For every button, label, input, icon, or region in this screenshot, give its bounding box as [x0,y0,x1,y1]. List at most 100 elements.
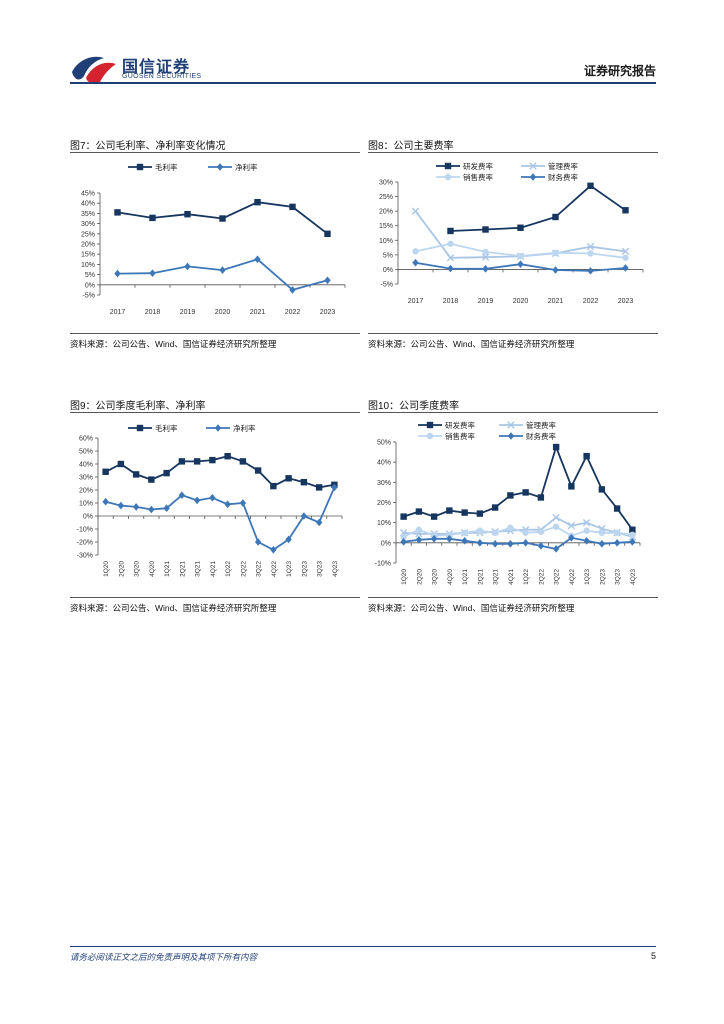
legend-label: 销售费率 [463,172,493,182]
y-tick-label: 10% [81,262,95,269]
y-tick-label: 15% [379,223,393,230]
y-tick-label: 20% [81,242,95,249]
data-point [415,526,423,533]
data-point [517,260,524,268]
x-tick-label: 4Q20 [447,569,454,585]
legend-item: 财务费率 [521,172,578,182]
y-tick-label: 0% [83,514,93,521]
figure-8-title-rule [368,152,658,153]
legend-marker [529,162,537,170]
series-line [105,455,335,489]
footer-disclaimer: 请务必阅读正文之后的免责声明及其项下所有内容 [70,952,258,962]
data-point [552,513,560,522]
x-tick-label: 2018 [443,298,459,305]
x-tick-label: 1Q20 [103,561,110,577]
x-tick-label: 2Q21 [179,561,186,577]
legend-marker [444,162,452,170]
figure-10-title: 图10：公司季度费率 [368,401,460,412]
y-tick-label: 45% [81,191,95,198]
data-point [491,504,499,511]
x-tick-label: 3Q20 [432,569,439,585]
y-tick-label: 5% [85,272,95,279]
data-point [613,539,621,547]
data-point [254,538,262,546]
legend-label: 净利率 [235,162,258,172]
series-line [450,184,627,232]
x-tick-label: 2021 [548,298,564,305]
data-point [184,262,191,271]
data-point [598,529,606,536]
x-tick-label: 2022 [583,298,599,305]
report-type-label: 证券研究报告 [583,64,656,78]
data-point [102,497,109,506]
data-point [400,538,407,546]
series-1 [114,255,331,294]
series-line [403,516,633,538]
y-tick-label: 35% [81,211,95,218]
x-tick-label: 1Q21 [462,569,469,585]
x-tick-label: 4Q21 [210,561,217,577]
data-point [522,489,529,496]
data-point [613,505,621,512]
data-point [209,494,216,502]
data-point [613,529,621,536]
y-tick-label: 50% [377,440,391,447]
x-tick-label: 1Q22 [523,569,530,585]
data-point [412,258,419,267]
legend-label: 财务费率 [526,431,556,441]
y-tick-label: -20% [77,540,93,547]
data-point [476,510,484,517]
figure-10-title-rule [368,412,658,413]
data-point [507,540,514,548]
y-tick-label: 40% [81,201,95,208]
series-0 [400,443,636,533]
figure-9-title: 图9：公司季度毛利率、净利率 [70,401,206,412]
data-point [148,476,155,483]
data-point [415,508,423,515]
figure-9-title-rule [70,412,360,413]
y-tick-label: -30% [77,553,93,560]
legend-marker [426,421,434,429]
data-point [446,531,453,538]
y-tick-label: 40% [79,462,93,469]
data-point [178,458,186,465]
data-point [622,264,629,272]
data-point [163,469,170,477]
figure-7-source-rule [70,333,360,334]
data-point [315,518,323,527]
x-tick-label: 1Q21 [164,561,171,577]
y-tick-label: -10% [375,561,391,568]
figure-10-source: 资料来源：公司公告、Wind、国信证券经济研究所整理 [368,603,575,613]
x-tick-label: 2Q22 [538,569,545,585]
legend-label: 净利率 [233,423,256,433]
data-point [537,528,545,535]
logo-english-name: GUOSEN SECURITIES [122,73,202,80]
data-point [522,539,529,547]
x-tick-label: 2020 [215,309,231,316]
header-divider [70,82,656,84]
legend-label: 研发费率 [445,420,475,430]
data-point [430,513,438,520]
y-tick-label: 10% [379,238,393,245]
x-tick-label: 4Q23 [630,569,637,585]
data-point [461,537,468,545]
legend-item: 财务费率 [499,431,556,441]
data-point [621,247,630,256]
x-tick-label: 4Q20 [149,561,156,577]
data-point [491,529,499,536]
legend-marker [136,424,144,432]
series-0 [114,198,331,237]
x-tick-label: 2023 [618,298,634,305]
data-point [209,456,216,464]
figure-8-title: 图8：公司主要费率 [368,141,454,152]
data-point [629,526,636,533]
figure-8-chart: -5% 0% 5% 10% 15% 20% 25% 30% 2017 2018 2019 2020 20… [379,161,644,305]
guosen-logo: 国信证券 GUOSEN SECURITIES [70,52,230,86]
data-point [598,486,606,493]
data-point [132,503,140,511]
data-point [552,523,560,530]
x-tick-label: 2019 [180,309,196,316]
data-point [184,211,191,218]
x-tick-label: 4Q23 [332,561,339,577]
data-point [568,483,575,490]
